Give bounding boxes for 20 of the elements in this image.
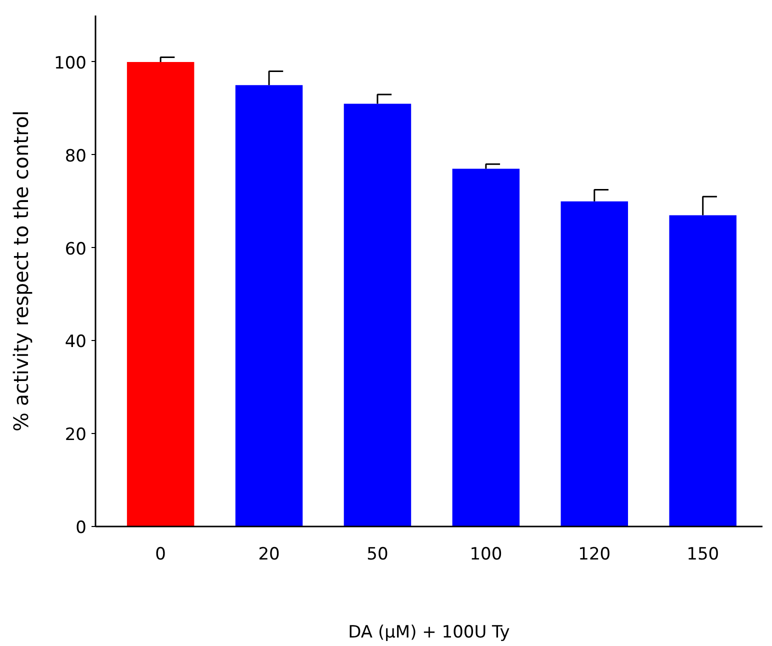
x-tick-label: 150 [686,544,720,564]
y-tick-label: 100 [54,53,87,74]
x-tick-label: 50 [366,544,388,564]
bar [669,215,736,526]
x-axis-title: DA (μM) + 100U Ty [348,622,510,642]
x-tick-label: 0 [155,544,166,564]
x-tick-label: 20 [258,544,280,564]
bar [235,85,303,526]
y-tick-label: 60 [64,239,87,260]
y-tick-label: 40 [64,332,87,352]
bar [452,168,520,526]
y-tick-label: 0 [76,518,87,538]
y-axis-title: % activity respect to the control [9,110,34,432]
bar [126,62,194,526]
x-tick-label: 120 [578,544,611,564]
y-tick-label: 20 [64,425,87,446]
x-tick-label: 100 [470,544,502,564]
bar [560,201,628,526]
bar [344,104,412,526]
y-tick-label: 80 [64,146,87,166]
